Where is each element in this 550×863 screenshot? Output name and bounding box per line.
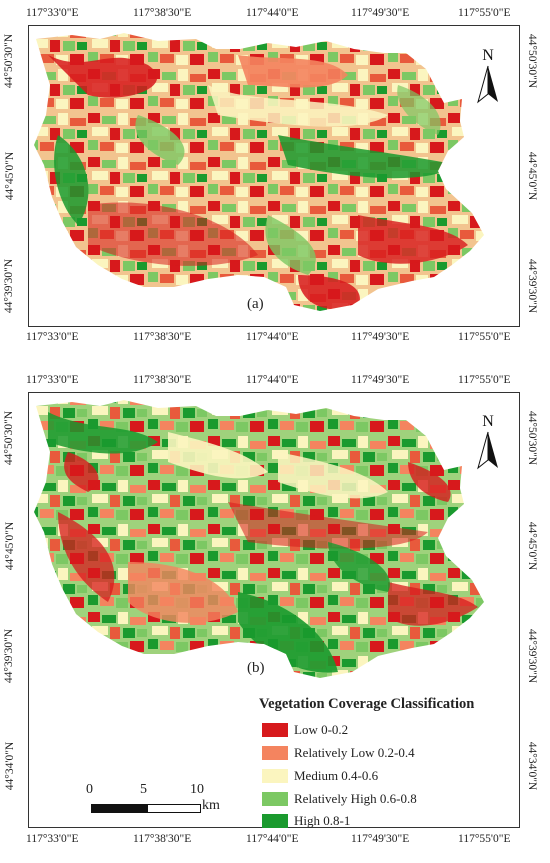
lat-label-left-b-4: 44°34'0"N — [4, 741, 16, 791]
lat-label-left-b-2: 44°45'0"N — [4, 521, 16, 571]
lon-label-top-a-2: 117°38'30"E — [133, 7, 192, 19]
lon-label-top-b-4: 117°49'30"E — [351, 374, 410, 386]
scale-tick-5: 5 — [140, 782, 147, 797]
lat-label-right-b-3: 44°39'30"N — [526, 628, 538, 684]
scale-unit: km — [202, 798, 220, 813]
legend-swatch-high — [262, 814, 288, 828]
lon-label-top-b-3: 117°44'0"E — [246, 374, 299, 386]
map-frame-a — [28, 25, 520, 327]
lat-label-left-b-3: 44°39'30"N — [3, 628, 15, 684]
legend-swatch-low — [262, 723, 288, 737]
legend-swatch-medium — [262, 769, 288, 783]
legend-label-relatively-high: Relatively High 0.6-0.8 — [294, 791, 417, 806]
lat-label-right-a-1: 44°50'30"N — [526, 33, 538, 89]
lon-label-top-a-3: 117°44'0"E — [246, 7, 299, 19]
scale-tick-0: 0 — [86, 782, 93, 797]
vegetation-map-b — [34, 400, 484, 678]
legend-label-medium: Medium 0.4-0.6 — [294, 768, 379, 783]
lon-label-top-b-1: 117°33'0"E — [26, 374, 79, 386]
lon-label-top-a-1: 117°33'0"E — [26, 7, 79, 19]
lon-label-bottom-a-3: 117°44'0"E — [246, 331, 299, 343]
lat-label-right-b-4: 44°34'0"N — [526, 741, 538, 791]
legend-swatch-relatively-high — [262, 792, 288, 806]
legend-item-high: High 0.8-1 — [262, 813, 350, 829]
legend-item-relatively-low: Relatively Low 0.2-0.4 — [262, 745, 415, 761]
lon-label-bottom-a-2: 117°38'30"E — [133, 331, 192, 343]
lon-label-bottom-b-5: 117°55'0"E — [458, 833, 511, 845]
lon-label-top-b-2: 117°38'30"E — [133, 374, 192, 386]
vegetation-map-a — [34, 33, 484, 311]
north-arrow-icon: N — [477, 47, 498, 104]
lat-label-right-a-2: 44°45'0"N — [526, 151, 538, 201]
scale-bar: 0 5 10 km — [86, 782, 246, 822]
lon-label-top-b-5: 117°55'0"E — [458, 374, 511, 386]
lon-label-bottom-b-3: 117°44'0"E — [246, 833, 299, 845]
lat-label-left-a-2: 44°45'0"N — [4, 151, 16, 201]
legend-label-relatively-low: Relatively Low 0.2-0.4 — [294, 745, 415, 760]
legend-item-relatively-high: Relatively High 0.6-0.8 — [262, 791, 417, 807]
lon-label-bottom-b-4: 117°49'30"E — [351, 833, 410, 845]
lon-label-top-a-5: 117°55'0"E — [458, 7, 511, 19]
north-arrow-label: N — [482, 413, 494, 430]
panel-a-label: (a) — [247, 296, 264, 312]
lon-label-bottom-a-5: 117°55'0"E — [458, 331, 511, 343]
legend-label-low: Low 0-0.2 — [294, 722, 349, 737]
north-arrow-icon: N — [477, 413, 498, 470]
legend-label-high: High 0.8-1 — [294, 813, 351, 828]
legend-item-low: Low 0-0.2 — [262, 722, 348, 738]
legend-title: Vegetation Coverage Classification — [259, 696, 475, 712]
lat-label-left-a-1: 44°50'30"N — [3, 33, 15, 89]
lat-label-left-a-3: 44°39'30"N — [3, 258, 15, 314]
scale-tick-10: 10 — [190, 782, 204, 797]
lat-label-left-b-1: 44°50'30"N — [3, 410, 15, 466]
lat-label-right-b-1: 44°50'30"N — [526, 410, 538, 466]
panel-b-label: (b) — [247, 660, 265, 676]
lon-label-bottom-a-4: 117°49'30"E — [351, 331, 410, 343]
lat-label-right-b-2: 44°45'0"N — [526, 521, 538, 571]
lon-label-bottom-b-1: 117°33'0"E — [26, 833, 79, 845]
lon-label-bottom-a-1: 117°33'0"E — [26, 331, 79, 343]
legend-item-medium: Medium 0.4-0.6 — [262, 768, 378, 784]
legend-swatch-relatively-low — [262, 746, 288, 760]
lon-label-top-a-4: 117°49'30"E — [351, 7, 410, 19]
lat-label-right-a-3: 44°39'30"N — [526, 258, 538, 314]
north-arrow-label: N — [482, 47, 494, 64]
lon-label-bottom-b-2: 117°38'30"E — [133, 833, 192, 845]
